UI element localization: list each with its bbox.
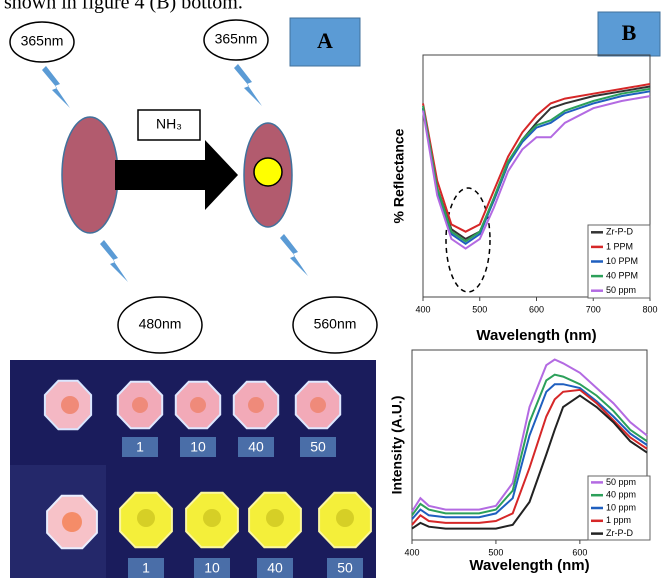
photo-label: 40 — [248, 439, 264, 455]
data-line — [423, 91, 650, 244]
legend-label: 10 PPM — [606, 256, 638, 266]
lightning-icon — [100, 240, 128, 282]
x-tick-label: 400 — [415, 304, 430, 314]
sample-spot — [266, 509, 284, 527]
reagent-label: NH₃ — [156, 116, 182, 132]
data-line — [423, 84, 650, 232]
legend-label: 1 ppm — [606, 515, 631, 525]
reaction-arrow — [115, 140, 238, 210]
y-axis-label: Intensity (A.U.) — [389, 396, 405, 495]
x-tick-label: 700 — [586, 304, 601, 314]
x-axis-label: Wavelength (nm) — [476, 327, 596, 344]
legend-label: 40 PPM — [606, 270, 638, 280]
x-tick-label: 800 — [642, 304, 657, 314]
legend-label: Zr-P-D — [606, 528, 633, 538]
photo-label: 1 — [142, 560, 150, 576]
data-line — [423, 89, 650, 241]
sample-spot — [248, 397, 264, 413]
fluorescent-spot — [254, 158, 282, 186]
sample-spot — [137, 509, 155, 527]
photo-label: 50 — [310, 439, 326, 455]
panel-label: B — [622, 20, 637, 45]
photo-label: 10 — [190, 439, 206, 455]
figure: shown in figure 4 (B) bottom. A 365nm 36… — [0, 0, 663, 578]
sample-spot — [132, 397, 148, 413]
lightning-icon — [42, 66, 70, 108]
emission-label: 480nm — [139, 316, 182, 332]
caption-fragment: shown in figure 4 (B) bottom. — [4, 0, 243, 14]
photo-label: 10 — [204, 560, 220, 576]
data-line — [423, 87, 650, 239]
x-tick-label: 500 — [488, 547, 503, 557]
x-tick-label: 500 — [472, 304, 487, 314]
lightning-icon — [280, 234, 308, 276]
legend-label: Zr-P-D — [606, 227, 633, 237]
excitation-label: 365nm — [215, 31, 258, 47]
legend-label: 50 ppm — [606, 477, 636, 487]
sample-ellipse — [62, 117, 118, 233]
sample-spot — [203, 509, 221, 527]
sample-spot — [336, 509, 354, 527]
photo-label: 40 — [267, 560, 283, 576]
lightning-icon — [234, 64, 262, 106]
legend-label: 50 ppm — [606, 285, 636, 295]
photo-label: 50 — [337, 560, 353, 576]
legend-label: 1 PPM — [606, 241, 633, 251]
panel-label: A — [317, 28, 333, 53]
x-tick-label: 600 — [572, 547, 587, 557]
sample-spot — [62, 512, 82, 532]
photo-label: 1 — [136, 439, 144, 455]
x-tick-label: 400 — [404, 547, 419, 557]
emission-label: 560nm — [314, 316, 357, 332]
x-tick-label: 600 — [529, 304, 544, 314]
sample-spot — [310, 397, 326, 413]
sample-spot — [190, 397, 206, 413]
legend-label: 10 ppm — [606, 502, 636, 512]
excitation-label: 365nm — [21, 33, 64, 49]
x-axis-label: Wavelength (nm) — [469, 557, 589, 574]
y-axis-label: % Reflectance — [391, 128, 407, 223]
legend-label: 40 ppm — [606, 490, 636, 500]
sample-spot — [61, 396, 79, 414]
